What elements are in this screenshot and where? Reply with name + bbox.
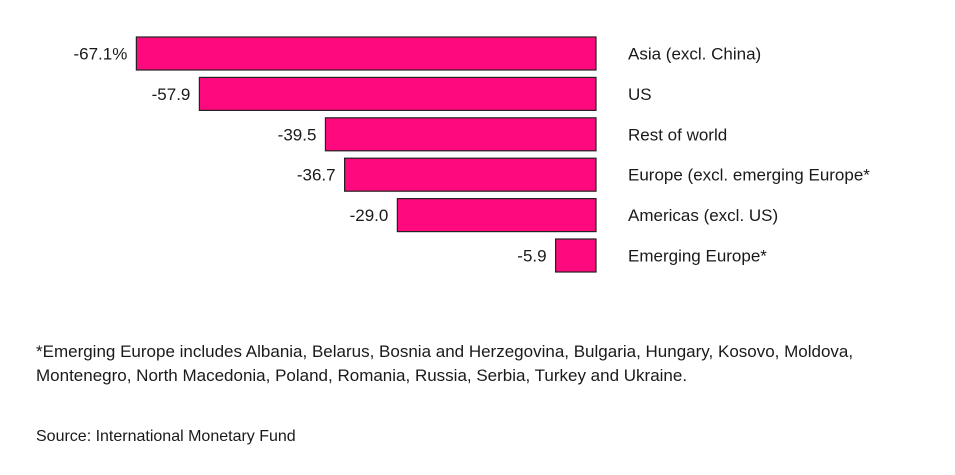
value-label-emerging-europe: -5.9: [517, 247, 546, 266]
category-label-americas-excl-us: Americas (excl. US): [628, 206, 778, 225]
value-label-europe-excl-emerging-europe: -36.7: [297, 166, 336, 185]
bar-chart: -67.1% Asia (excl. China) -57.9 US -39.5 Rest…: [73, 36, 870, 273]
category-label-europe-excl-emerging-europe: Europe (excl. emerging Europe*: [628, 166, 870, 185]
value-label-rest-of-world: -39.5: [278, 125, 317, 144]
bar-rest-of-world: [324, 117, 597, 152]
bar-emerging-europe: [554, 238, 597, 273]
bar-europe-excl-emerging-europe: [344, 157, 597, 192]
bar-americas-excl-us: [396, 198, 597, 233]
category-label-rest-of-world: Rest of world: [628, 125, 727, 144]
bar-us: [198, 76, 597, 112]
category-label-asia-excl-china: Asia (excl. China): [628, 45, 761, 64]
source-note: Source: International Monetary Fund: [36, 428, 296, 445]
value-label-asia-excl-china: -67.1%: [73, 45, 127, 64]
value-label-us: -57.9: [152, 85, 191, 104]
category-label-us: US: [628, 85, 652, 104]
bar-asia-excl-china: [135, 36, 597, 71]
footnote: *Emerging Europe includes Albania, Belar…: [36, 342, 854, 385]
value-label-americas-excl-us: -29.0: [350, 206, 389, 225]
category-label-emerging-europe: Emerging Europe*: [628, 247, 767, 266]
